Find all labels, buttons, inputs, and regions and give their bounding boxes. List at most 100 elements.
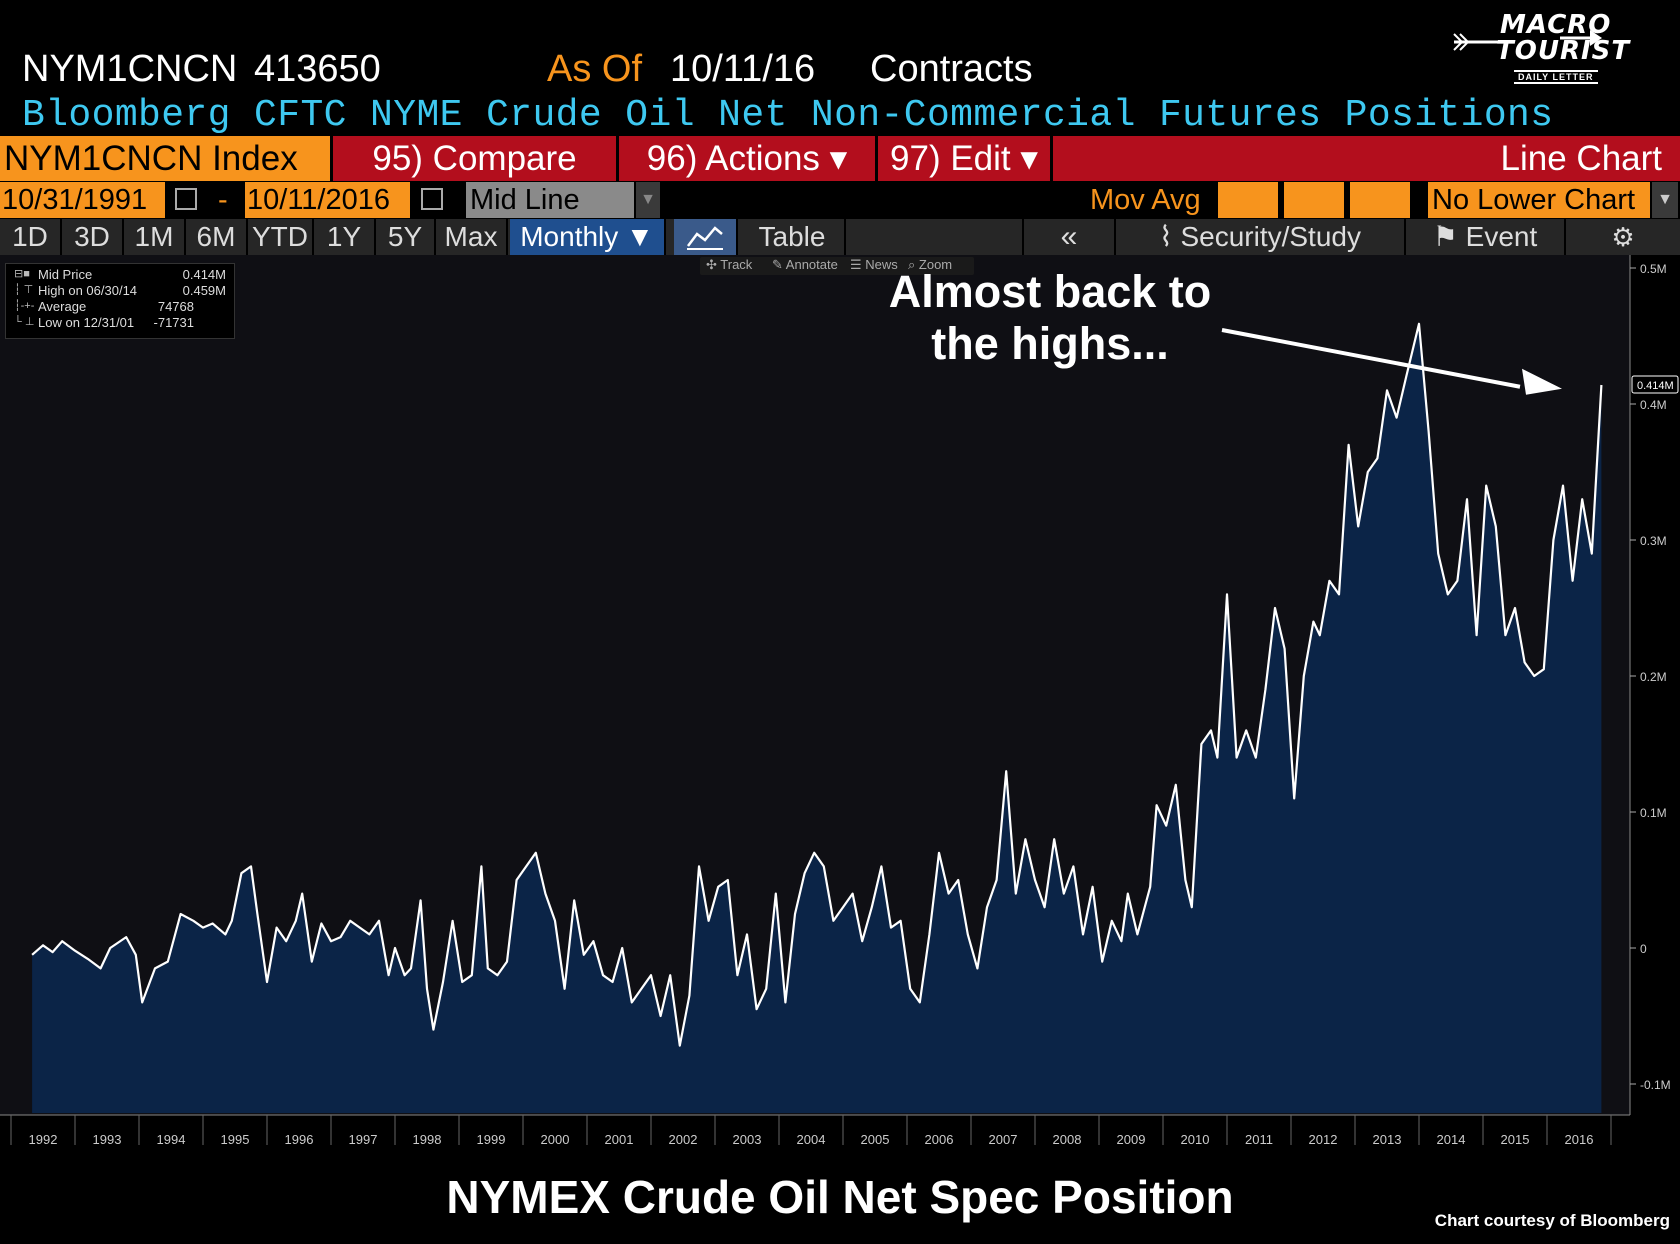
x-tick-label: 2010 (1181, 1132, 1210, 1147)
lower-chart-select[interactable]: No Lower Chart (1428, 182, 1650, 218)
x-tick-label: 2001 (605, 1132, 634, 1147)
as-of-date: 10/11/16 (670, 48, 816, 90)
command-toolbar: NYM1CNCN Index 95) Compare 96) Actions ▾… (0, 136, 1680, 181)
compare-button[interactable]: 95) Compare (372, 139, 577, 178)
x-tick-label: 1996 (285, 1132, 314, 1147)
calendar-icon[interactable] (421, 188, 443, 210)
x-tick-label: 2009 (1117, 1132, 1146, 1147)
annotation-line2: the highs... (931, 318, 1169, 369)
legend-row: ┆-+- Average 74768 (6, 299, 234, 315)
x-tick-label: 2015 (1501, 1132, 1530, 1147)
y-axis: -0.1M 0 0.1M 0.2M 0.3M 0.4M 0.5M 0.414M (1629, 255, 1679, 1115)
x-tick-label: 2012 (1309, 1132, 1338, 1147)
news-label: News (865, 257, 898, 272)
mov-avg-input-2[interactable] (1284, 182, 1344, 218)
legend-row: ┆ ⊤ High on 06/30/14 0.459M (6, 283, 234, 299)
gear-icon[interactable]: ⚙ (1611, 222, 1635, 252)
end-date-field[interactable]: 10/11/2016 (245, 182, 410, 218)
legend-value: -71731 (153, 315, 194, 330)
news-tool[interactable]: ☰ News (850, 257, 898, 272)
flag-icon: ⚑ (1432, 221, 1466, 252)
actions-button[interactable]: 96) Actions ▾ (646, 139, 848, 178)
calendar-icon[interactable] (175, 188, 197, 210)
x-axis: 1992 1993 1994 1995 1996 1997 1998 1999 2000 2001… (0, 1114, 1680, 1165)
logo-line1: MACRO (1500, 10, 1612, 40)
start-date-field[interactable]: 10/31/1991 (0, 182, 165, 218)
field-select[interactable]: Mid Line (466, 182, 634, 218)
x-tick-label: 1993 (93, 1132, 122, 1147)
last-value-label: 0.414M (1637, 380, 1674, 392)
period-tab[interactable]: 5Y (376, 219, 436, 255)
period-tab[interactable]: Max (436, 219, 508, 255)
frequency-select[interactable]: Monthly ▼ (510, 219, 666, 255)
legend-label: Low on 12/31/01 (38, 315, 135, 330)
line-chart-icon[interactable] (674, 219, 738, 255)
y-tick-label: 0.3M (1640, 534, 1667, 548)
index-label[interactable]: NYM1CNCN Index (0, 136, 330, 181)
x-tick-label: 2003 (733, 1132, 762, 1147)
mov-avg-label: Mov Avg (1090, 184, 1201, 216)
security-description: Bloomberg CFTC NYME Crude Oil Net Non-Co… (22, 94, 1554, 137)
legend-value: 0.414M (182, 267, 226, 282)
ticker: NYM1CNCN (22, 48, 238, 90)
last-value: 413650 (254, 48, 381, 90)
x-tick-label: 2008 (1053, 1132, 1082, 1147)
x-tick-label: 1999 (477, 1132, 506, 1147)
x-tick-label: 1995 (221, 1132, 250, 1147)
track-tool[interactable]: ✣ Track (706, 257, 753, 272)
edit-button[interactable]: 97) Edit ▾ (890, 139, 1038, 178)
x-tick-label: 2005 (861, 1132, 890, 1147)
x-tick-label: 2004 (797, 1132, 826, 1147)
x-tick-label: 2000 (541, 1132, 570, 1147)
chart-legend: ⊟■ Mid Price 0.414M ┆ ⊤ High on 06/30/14… (5, 263, 235, 339)
annotation-layer (1221, 328, 1562, 395)
macro-tourist-logo: MACRO TOURIST DAILY LETTER (1452, 6, 1629, 86)
annotation-line1: Almost back to (888, 266, 1212, 317)
period-toolbar: 1D 3D 1M 6M YTD 1Y 5Y Max Monthly ▼ Tabl… (0, 219, 1680, 255)
y-tick-label: 0.5M (1640, 262, 1667, 276)
y-tick-label: 0.4M (1640, 398, 1667, 412)
zoom-tool[interactable]: ⌕ Zoom (908, 257, 953, 272)
legend-label: High on 06/30/14 (38, 283, 138, 298)
zoom-label: Zoom (918, 257, 953, 272)
track-label: Track (720, 257, 753, 272)
legend-row: └ ⊥ Low on 12/31/01 -71731 (6, 315, 234, 331)
study-icon: ⌇ (1159, 221, 1181, 252)
x-tick-label: 1992 (29, 1132, 58, 1147)
chart-type-label[interactable]: Line Chart (1500, 139, 1662, 178)
security-study-button[interactable]: ⌇ Security/Study (1116, 219, 1406, 255)
collapse-icon[interactable]: « (1022, 219, 1116, 255)
units-label: Contracts (870, 48, 1033, 90)
mov-avg-input-1[interactable] (1218, 182, 1278, 218)
x-tick-label: 1997 (349, 1132, 378, 1147)
period-tab[interactable]: 1Y (314, 219, 376, 255)
mini-toolbar: ✣ Track ✎ Annotate ☰ News ⌕ Zoom (700, 257, 974, 275)
mov-avg-input-3[interactable] (1350, 182, 1410, 218)
legend-label: Average (38, 299, 87, 314)
logo-tagline: DAILY LETTER (1514, 70, 1598, 84)
event-button[interactable]: ⚑ Event (1406, 219, 1566, 255)
period-tab[interactable]: 1M (124, 219, 186, 255)
table-view-button[interactable]: Table (740, 219, 846, 255)
x-tick-label: 2007 (989, 1132, 1018, 1147)
period-tab[interactable]: 1D (0, 219, 62, 255)
dropdown-arrow-icon[interactable]: ▼ (636, 182, 660, 218)
y-tick-label: 0.2M (1640, 670, 1667, 684)
arrow-right-icon (1560, 30, 1602, 46)
average-marker-icon: ┆-+- (14, 300, 35, 312)
last-value-badge (1631, 375, 1679, 394)
period-tab[interactable]: 3D (62, 219, 124, 255)
y-tick-label: 0.1M (1640, 806, 1667, 820)
as-of-label: As Of (547, 48, 643, 90)
high-marker-icon: ┆ ⊤ (14, 284, 34, 296)
annotate-tool[interactable]: ✎ Annotate (772, 257, 838, 272)
x-tick-label: 2016 (1565, 1132, 1594, 1147)
period-tab[interactable]: YTD (248, 219, 314, 255)
chart-annotation: Almost back to the highs... (860, 266, 1240, 370)
event-label: Event (1465, 221, 1538, 252)
annotation-arrow (1221, 328, 1521, 389)
y-tick-label: -0.1M (1640, 1078, 1671, 1092)
x-tick-label: 2013 (1373, 1132, 1402, 1147)
dropdown-arrow-icon[interactable]: ▼ (1652, 182, 1678, 218)
period-tab[interactable]: 6M (186, 219, 248, 255)
